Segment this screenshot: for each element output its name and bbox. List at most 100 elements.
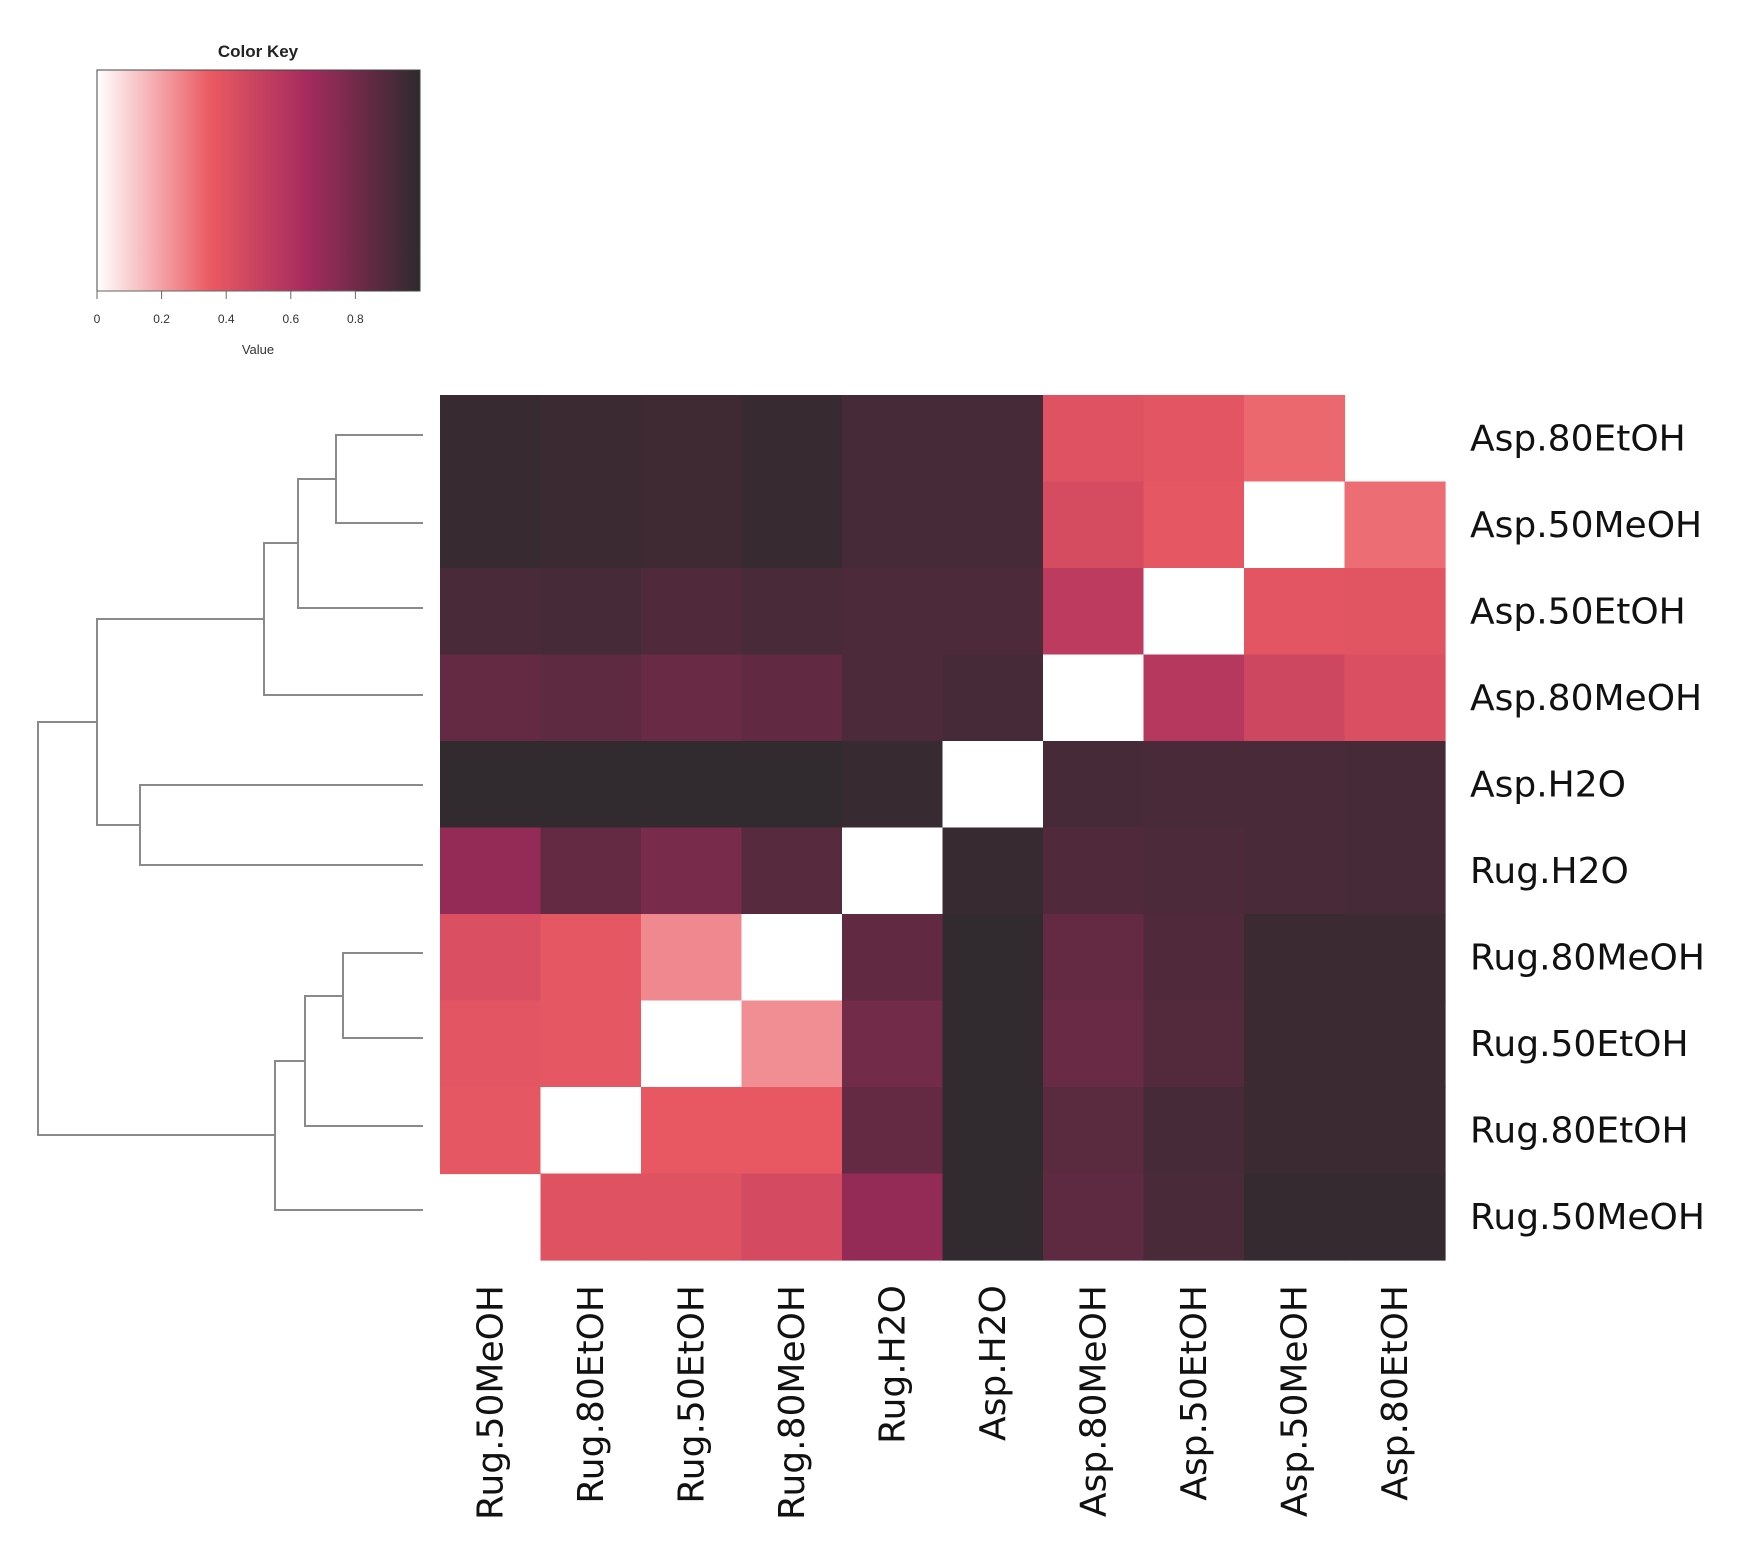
heatmap-cell	[641, 481, 743, 569]
column-label: Rug.H2O	[872, 1285, 913, 1444]
heatmap-cell	[741, 1087, 843, 1175]
color-key-tick-label: 0.4	[218, 312, 235, 326]
row-label: Rug.H2O	[1470, 851, 1629, 892]
heatmap-cell	[641, 914, 743, 1002]
heatmap-cell	[842, 1173, 944, 1261]
heatmap-cell	[1344, 654, 1446, 742]
heatmap-cell	[440, 568, 542, 656]
row-label: Asp.50MeOH	[1470, 505, 1702, 546]
heatmap-cell	[1143, 827, 1245, 915]
heatmap-cell	[1344, 1087, 1446, 1175]
heatmap-cell	[1244, 568, 1346, 656]
heatmap-cell	[1244, 741, 1346, 829]
heatmap-cell	[1344, 568, 1446, 656]
heatmap-cell	[842, 914, 944, 1002]
heatmap-cell	[1043, 914, 1145, 1002]
heatmap-cell	[440, 741, 542, 829]
heatmap-cell	[1344, 914, 1446, 1002]
heatmap-cell	[842, 741, 944, 829]
heatmap-cell	[440, 654, 542, 742]
color-key-tick-label: 0.6	[282, 312, 299, 326]
heatmap-cell	[641, 568, 743, 656]
heatmap-cell	[440, 1000, 542, 1088]
heatmap-cell	[842, 1000, 944, 1088]
heatmap-cell	[1143, 568, 1245, 656]
heatmap-cell	[1043, 1000, 1145, 1088]
column-label: Asp.80MeOH	[1073, 1285, 1114, 1517]
heatmap-cell	[641, 1087, 743, 1175]
heatmap-cell	[842, 654, 944, 742]
heatmap-cell	[1143, 1087, 1245, 1175]
heatmap-cell	[440, 481, 542, 569]
heatmap-cell	[540, 914, 642, 1002]
heatmap-cell	[1143, 1173, 1245, 1261]
heatmap-cell	[1244, 1000, 1346, 1088]
heatmap-cell	[1244, 481, 1346, 569]
heatmap-cell	[842, 1087, 944, 1175]
color-key-xlabel: Value	[242, 342, 274, 357]
dendrogram-branch	[336, 434, 423, 524]
heatmap-cell	[1344, 1173, 1446, 1261]
dendrogram-branch	[274, 1060, 423, 1211]
heatmap-cell	[1043, 481, 1145, 569]
heatmap-cell	[741, 827, 843, 915]
heatmap-cell	[741, 914, 843, 1002]
color-key-axis: 0 0.2 0.4 0.6 0.8	[94, 290, 364, 326]
column-label: Rug.50MeOH	[470, 1285, 511, 1520]
heatmap-cell	[1344, 827, 1446, 915]
heatmap-cell	[842, 395, 944, 483]
heatmap-cell	[1143, 1000, 1245, 1088]
heatmap-cell	[942, 741, 1044, 829]
heatmap-cell	[1244, 914, 1346, 1002]
heatmap-cell	[1244, 1087, 1346, 1175]
heatmap-cell	[540, 1087, 642, 1175]
row-labels: Asp.80EtOH Asp.50MeOH Asp.50EtOH Asp.80MeOH…	[1470, 418, 1705, 1238]
heatmap-cell	[1244, 827, 1346, 915]
heatmap-cell	[1043, 654, 1145, 742]
column-label: Asp.50EtOH	[1174, 1285, 1215, 1501]
dendrogram-branch	[37, 721, 275, 1136]
heatmap-cell	[942, 914, 1044, 1002]
column-label: Asp.H2O	[973, 1285, 1014, 1441]
row-label: Rug.80EtOH	[1470, 1110, 1689, 1151]
color-key-tick-label: 0.8	[347, 312, 364, 326]
dendrogram-branch	[335, 434, 338, 524]
heatmap-cell	[1344, 481, 1446, 569]
heatmap-cell	[942, 827, 1044, 915]
heatmap-cell	[540, 1000, 642, 1088]
heatmap-cell	[741, 395, 843, 483]
row-label: Rug.80MeOH	[1470, 937, 1705, 978]
heatmap-cell	[741, 1000, 843, 1088]
row-label: Asp.H2O	[1470, 764, 1626, 805]
column-label: Asp.50MeOH	[1274, 1285, 1315, 1517]
heatmap-cell	[1344, 1000, 1446, 1088]
heatmap-cell	[641, 1173, 743, 1261]
heatmap-cell	[1043, 741, 1145, 829]
heatmap-cell	[741, 1173, 843, 1261]
heatmap-cell	[1143, 395, 1245, 483]
heatmap-cell	[942, 481, 1044, 569]
heatmap-cell	[741, 654, 843, 742]
heatmap-cell	[540, 481, 642, 569]
heatmap-cell	[540, 395, 642, 483]
heatmap-cell	[842, 481, 944, 569]
heatmap-cell	[942, 395, 1044, 483]
heatmap-cell	[1143, 914, 1245, 1002]
color-key-tick-label: 0.2	[153, 312, 170, 326]
heatmap-cell	[942, 654, 1044, 742]
heatmap-cell	[741, 568, 843, 656]
dendrogram-branch	[297, 478, 423, 609]
row-label: Rug.50EtOH	[1470, 1024, 1689, 1065]
heatmap-cells	[440, 395, 1446, 1261]
heatmap-cell	[540, 568, 642, 656]
heatmap-cell	[1143, 481, 1245, 569]
heatmap-cell	[1043, 395, 1145, 483]
row-dendrogram	[37, 434, 423, 1211]
row-label: Asp.80MeOH	[1470, 678, 1702, 719]
heatmap-cell	[540, 654, 642, 742]
column-label: Rug.80EtOH	[571, 1285, 612, 1504]
column-label: Asp.80EtOH	[1375, 1285, 1416, 1501]
color-key-gradient	[96, 69, 421, 292]
heatmap-cell	[540, 1173, 642, 1261]
